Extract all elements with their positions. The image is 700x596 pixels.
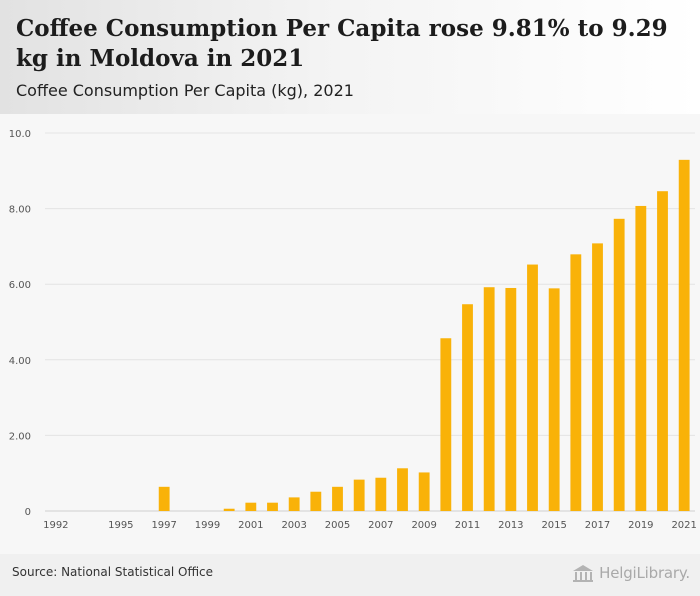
chart-subtitle: Coffee Consumption Per Capita (kg), 2021	[16, 81, 354, 100]
bar	[548, 288, 560, 511]
x-tick-label: 1992	[43, 520, 68, 531]
x-tick-label: 1997	[151, 520, 176, 531]
bar	[657, 191, 668, 511]
bar	[158, 486, 170, 511]
plot-area	[0, 114, 700, 554]
y-tick-label: 4.00	[9, 356, 31, 367]
x-tick-label: 2015	[541, 520, 566, 531]
x-tick-label: 2013	[498, 520, 523, 531]
footer-band	[0, 554, 700, 596]
y-tick-label: 0	[25, 507, 31, 518]
x-tick-label: 2009	[411, 520, 436, 531]
x-tick-label: 2003	[281, 520, 306, 531]
bar	[332, 486, 343, 511]
y-tick-label: 6.00	[9, 280, 31, 291]
bar	[462, 304, 473, 511]
header-band	[0, 0, 700, 114]
chart-title: Coffee Consumption Per Capita rose 9.81%…	[16, 15, 668, 72]
x-tick-label: 2021	[671, 520, 696, 531]
x-tick-label: 2007	[368, 520, 393, 531]
y-tick-label: 8.00	[9, 205, 31, 216]
bar	[440, 338, 452, 511]
bar-chart: 0 2.00 4.00 6.00 8.00 10.0 1992 1995 1997 1999 200…	[9, 129, 697, 531]
bar	[613, 218, 625, 511]
x-tick-label: 2001	[238, 520, 263, 531]
bar	[418, 472, 430, 511]
y-tick-label: 10.0	[9, 129, 31, 140]
x-tick-label: 2005	[325, 520, 350, 531]
bar	[592, 243, 603, 511]
x-tick-label: 1999	[195, 520, 220, 531]
bar	[635, 205, 647, 511]
bar	[527, 264, 538, 511]
bar	[267, 502, 278, 511]
x-tick-label: 2011	[455, 520, 480, 531]
bar	[397, 468, 408, 511]
bar	[678, 159, 690, 511]
bar	[375, 477, 387, 511]
source-note: Source: National Statistical Office	[12, 565, 214, 579]
library-building-icon	[573, 565, 594, 582]
brand-name: HelgiLibrary.	[599, 564, 690, 582]
helgilibrary-logo: HelgiLibrary.	[571, 561, 690, 585]
y-tick-label: 2.00	[9, 431, 31, 442]
x-tick-label: 1995	[108, 520, 133, 531]
bar	[570, 254, 582, 511]
bar	[245, 502, 257, 511]
bar	[483, 287, 495, 511]
bar	[353, 479, 365, 511]
x-tick-label: 2019	[628, 520, 653, 531]
x-tick-label: 2017	[585, 520, 610, 531]
bar	[288, 497, 300, 511]
bar	[223, 508, 235, 511]
bar	[310, 491, 322, 511]
bar	[505, 287, 517, 511]
